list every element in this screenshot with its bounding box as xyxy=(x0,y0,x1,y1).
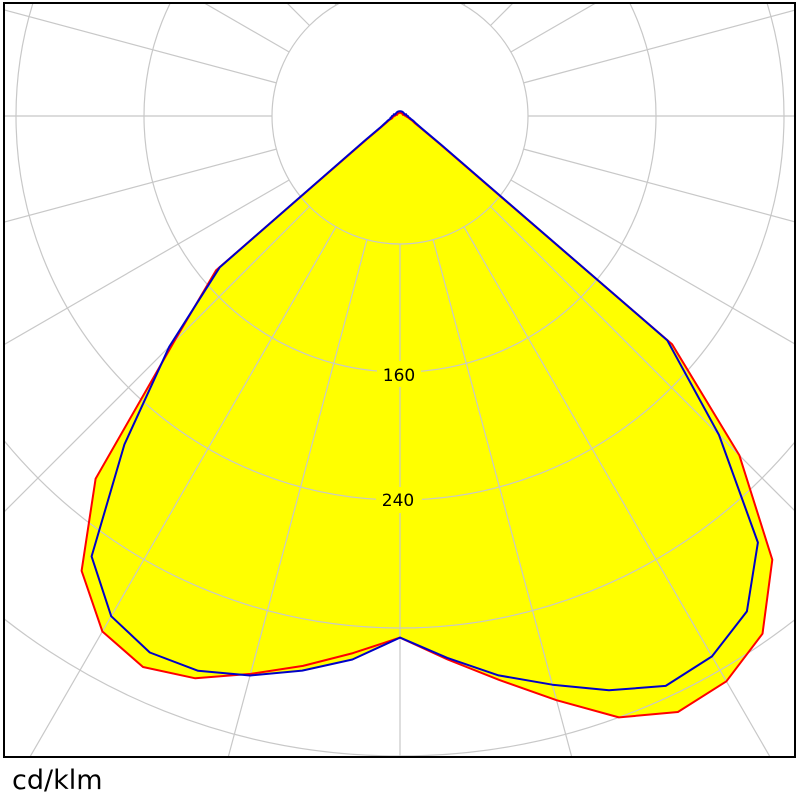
grid-spoke-300 xyxy=(5,179,290,345)
curve-fill-layer xyxy=(81,111,773,718)
grid-spoke-105 xyxy=(523,9,794,84)
grid-spoke-255 xyxy=(5,9,277,84)
blue-curve-outline xyxy=(90,110,759,692)
grid-spoke-75 xyxy=(523,148,794,223)
plot-border xyxy=(3,2,796,758)
grid-spoke-285 xyxy=(5,148,277,223)
grid-spoke-15 xyxy=(432,239,573,756)
ring-label-240: 240 xyxy=(382,491,414,511)
unit-label: cd/klm xyxy=(12,765,103,796)
grid-spoke-315 xyxy=(5,206,310,512)
ring-label-160: 160 xyxy=(383,366,415,386)
ring-label-160-patch xyxy=(377,361,421,387)
grid-spoke-60 xyxy=(510,179,794,345)
grid-spoke-30 xyxy=(463,226,771,756)
grid-spoke-330 xyxy=(29,226,337,756)
ring-label-240-patch xyxy=(376,487,422,513)
grid-spoke-45 xyxy=(490,206,794,511)
curve-stroke-layer xyxy=(80,110,774,719)
red-curve-fill xyxy=(81,112,773,718)
grid-spoke-345 xyxy=(227,239,368,756)
ring-labels: 160 240 xyxy=(376,361,422,513)
